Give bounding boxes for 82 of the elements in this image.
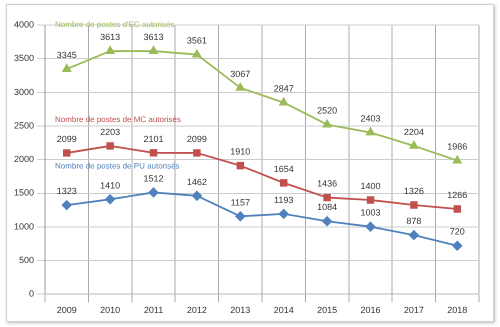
point	[452, 156, 462, 164]
point	[410, 140, 418, 149]
data-label: 2099	[56, 134, 77, 144]
y-tick-label: 2000	[14, 154, 34, 164]
point	[193, 149, 201, 157]
data-label: 1323	[56, 186, 77, 196]
y-tick-label: 0	[29, 288, 34, 299]
data-label: 1084	[317, 202, 338, 212]
data-label: 1157	[230, 197, 250, 208]
point	[366, 196, 374, 204]
point	[409, 230, 419, 240]
point	[322, 216, 332, 226]
point	[148, 188, 158, 198]
point	[280, 179, 288, 187]
data-label: 1986	[447, 142, 468, 152]
data-label: 1193	[274, 194, 294, 205]
x-tick-label: 2017	[404, 305, 424, 316]
text: Nombre de postes de MC autorisés	[55, 115, 181, 124]
data-label: 1003	[360, 208, 381, 218]
point	[150, 149, 158, 157]
data-label: 2403	[360, 113, 381, 124]
x-tick-label: 2015	[317, 305, 338, 316]
data-label: 1266	[447, 190, 468, 200]
x-tick-label: 2018	[447, 305, 468, 316]
point	[149, 46, 158, 54]
point	[322, 120, 332, 128]
data-label: 1326	[404, 186, 424, 196]
data-label: 878	[406, 216, 422, 226]
data-label: 2847	[274, 84, 294, 94]
data-label: 2101	[144, 134, 164, 144]
text: Nombre de postes de PU autorisés	[55, 162, 180, 171]
x-tick-label: 2011	[144, 305, 164, 316]
data-label: 1512	[144, 173, 164, 184]
point	[106, 142, 114, 150]
data-label: 2099	[186, 134, 207, 144]
data-label: 3345	[56, 50, 77, 60]
data-label: 3561	[186, 36, 207, 46]
data-label: 2520	[317, 106, 338, 116]
data-label: 1654	[274, 164, 294, 174]
y-tick-label: 2500	[14, 120, 34, 130]
point	[105, 194, 116, 204]
point	[278, 209, 289, 219]
x-tick-label: 2009	[56, 305, 77, 316]
data-label: 1436	[317, 178, 338, 189]
y-tick-label: 1000	[14, 221, 34, 232]
y-tick-label: 3500	[14, 53, 34, 64]
data-label: 1462	[186, 176, 207, 187]
y-tick-label: 500	[18, 255, 34, 266]
data-label: 2204	[404, 126, 424, 137]
data-label: 3613	[100, 32, 120, 42]
x-tick-label: 2016	[360, 305, 381, 316]
text: Nombre de postes d'EC autorisés	[55, 20, 174, 30]
data-label: 3067	[230, 68, 250, 79]
point	[62, 64, 72, 72]
point	[62, 149, 70, 157]
point	[323, 194, 331, 202]
point	[454, 205, 462, 213]
x-tick-label: 2014	[274, 305, 294, 316]
point	[236, 162, 244, 170]
point	[366, 222, 376, 232]
point	[235, 211, 246, 222]
y-tick-label: 4000	[14, 19, 34, 30]
point	[62, 200, 72, 210]
point	[236, 82, 245, 91]
point	[366, 128, 375, 136]
x-tick-label: 2012	[186, 305, 207, 316]
y-tick-label: 3000	[14, 86, 34, 97]
point	[452, 240, 462, 251]
data-label: 1400	[360, 180, 381, 191]
point	[279, 98, 288, 106]
data-label: 1410	[100, 180, 120, 190]
point	[410, 201, 418, 209]
x-tick-label: 2013	[230, 305, 250, 316]
data-label: 1910	[230, 146, 250, 157]
data-label: 2203	[100, 126, 120, 137]
point	[192, 190, 202, 201]
point	[106, 46, 114, 54]
data-label: 720	[450, 226, 465, 237]
data-label: 3613	[144, 32, 164, 42]
point	[192, 50, 202, 58]
x-tick-label: 2010	[100, 305, 120, 316]
y-tick-label: 1500	[14, 188, 34, 198]
